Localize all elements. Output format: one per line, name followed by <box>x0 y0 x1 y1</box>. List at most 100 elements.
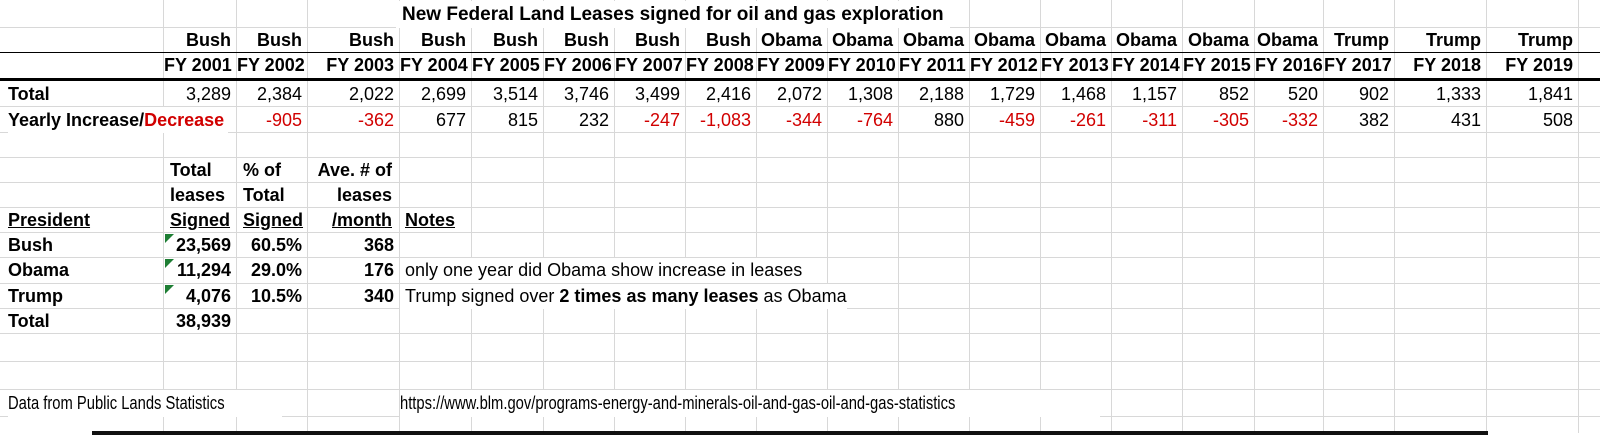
change-value-cell[interactable]: 880 <box>933 110 964 130</box>
president-header-cell[interactable]: Trump <box>1333 30 1389 50</box>
header-pct-line3[interactable]: Signed <box>243 210 304 230</box>
data-source-label[interactable]: Data from Public Lands Statistics <box>8 390 282 417</box>
total-value-cell[interactable]: 1,468 <box>1060 84 1106 104</box>
president-header-cell[interactable]: Bush <box>257 30 302 50</box>
change-value-cell[interactable]: -362 <box>357 110 394 130</box>
total-value-cell[interactable]: 2,416 <box>705 84 751 104</box>
header-pct-line1[interactable]: % of <box>243 160 281 180</box>
change-value-cell[interactable]: -305 <box>1212 110 1249 130</box>
president-header-cell[interactable]: Obama <box>902 30 964 50</box>
summary-pct-cell[interactable]: 10.5% <box>250 286 302 306</box>
change-value-cell[interactable]: -261 <box>1069 110 1106 130</box>
change-value-cell[interactable]: -905 <box>265 110 302 130</box>
total-value-cell[interactable]: 2,384 <box>256 84 302 104</box>
fy-label-cell[interactable]: FY 2007 <box>615 55 683 75</box>
change-value-cell[interactable]: -1,083 <box>699 110 751 130</box>
summary-president-cell[interactable]: Bush <box>8 235 53 255</box>
total-value-cell[interactable]: 3,514 <box>492 84 538 104</box>
summary-president-cell[interactable]: Obama <box>8 260 70 280</box>
fy-label-cell[interactable]: FY 2014 <box>1112 55 1180 75</box>
fy-label-cell[interactable]: FY 2015 <box>1183 55 1251 75</box>
row-label-total[interactable]: Total <box>8 84 50 104</box>
president-header-cell[interactable]: Obama <box>1187 30 1249 50</box>
summary-total-cell[interactable]: 23,569 <box>175 235 231 255</box>
summary-total-cell[interactable]: 11,294 <box>176 260 231 280</box>
fy-label-cell[interactable]: FY 2009 <box>757 55 825 75</box>
header-notes[interactable]: Notes <box>405 210 456 230</box>
president-header-cell[interactable]: Obama <box>1115 30 1177 50</box>
president-header-cell[interactable]: Obama <box>831 30 893 50</box>
summary-per-month-cell[interactable]: 340 <box>363 286 394 306</box>
header-avg-line2[interactable]: leases <box>336 185 392 205</box>
total-value-cell[interactable]: 1,841 <box>1527 84 1573 104</box>
header-total-leases-line3[interactable]: Signed <box>170 210 231 230</box>
total-value-cell[interactable]: 3,746 <box>563 84 609 104</box>
total-value-cell[interactable]: 3,499 <box>634 84 680 104</box>
fy-label-cell[interactable]: FY 2011 <box>899 55 966 75</box>
header-president[interactable]: President <box>8 210 91 230</box>
change-value-cell[interactable]: -247 <box>643 110 680 130</box>
president-header-cell[interactable]: Obama <box>1044 30 1106 50</box>
summary-note-cell[interactable]: only one year did Obama show increase in… <box>400 258 803 283</box>
header-avg-line3[interactable]: /month <box>332 210 392 230</box>
president-header-cell[interactable]: Trump <box>1425 30 1481 50</box>
president-header-cell[interactable]: Obama <box>1256 30 1318 50</box>
total-value-cell[interactable]: 2,188 <box>918 84 964 104</box>
total-value-cell[interactable]: 2,072 <box>776 84 822 104</box>
president-header-cell[interactable]: Bush <box>421 30 466 50</box>
total-value-cell[interactable]: 3,289 <box>185 84 231 104</box>
change-value-cell[interactable]: 508 <box>1542 110 1573 130</box>
summary-total-cell[interactable]: 4,076 <box>185 286 231 306</box>
header-total-leases-line2[interactable]: leases <box>170 185 226 205</box>
change-value-cell[interactable]: -459 <box>998 110 1035 130</box>
change-value-cell[interactable]: -311 <box>1142 110 1177 130</box>
summary-president-cell[interactable]: Total <box>8 311 50 331</box>
president-header-cell[interactable]: Obama <box>760 30 822 50</box>
total-value-cell[interactable]: 1,308 <box>847 84 893 104</box>
header-total-leases-line1[interactable]: Total <box>170 160 212 180</box>
fy-label-cell[interactable]: FY 2005 <box>472 55 540 75</box>
header-pct-line2[interactable]: Total <box>243 185 285 205</box>
change-value-cell[interactable]: -332 <box>1281 110 1318 130</box>
total-value-cell[interactable]: 1,729 <box>989 84 1035 104</box>
row-label-yearly-change[interactable]: Yearly Increase/Decrease <box>8 107 229 133</box>
summary-pct-cell[interactable]: 60.5% <box>250 235 302 255</box>
total-value-cell[interactable]: 1,157 <box>1131 84 1177 104</box>
fy-label-cell[interactable]: FY 2008 <box>686 55 754 75</box>
change-value-cell[interactable]: -764 <box>856 110 893 130</box>
change-value-cell[interactable]: 815 <box>507 110 538 130</box>
change-value-cell[interactable]: 677 <box>435 110 466 130</box>
fy-label-cell[interactable]: FY 2017 <box>1324 55 1392 75</box>
total-value-cell[interactable]: 2,699 <box>420 84 466 104</box>
president-header-cell[interactable]: Bush <box>349 30 394 50</box>
fy-label-cell[interactable]: FY 2012 <box>970 55 1038 75</box>
change-value-cell[interactable]: 382 <box>1358 110 1389 130</box>
president-header-cell[interactable]: Bush <box>186 30 231 50</box>
summary-total-cell[interactable]: 38,939 <box>175 311 231 331</box>
total-value-cell[interactable]: 2,022 <box>348 84 394 104</box>
fy-label-cell[interactable]: FY 2002 <box>237 55 305 75</box>
president-header-cell[interactable]: Bush <box>635 30 680 50</box>
total-value-cell[interactable]: 520 <box>1287 84 1318 104</box>
president-header-cell[interactable]: Trump <box>1517 30 1573 50</box>
fy-label-cell[interactable]: FY 2001 <box>164 55 232 75</box>
fy-label-cell[interactable]: FY 2019 <box>1505 55 1573 75</box>
summary-president-cell[interactable]: Trump <box>8 286 64 306</box>
summary-per-month-cell[interactable]: 176 <box>363 260 394 280</box>
fy-label-cell[interactable]: FY 2003 <box>326 55 394 75</box>
fy-label-cell[interactable]: FY 2010 <box>828 55 896 75</box>
total-value-cell[interactable]: 1,333 <box>1435 84 1481 104</box>
summary-per-month-cell[interactable]: 368 <box>363 235 394 255</box>
change-value-cell[interactable]: 232 <box>578 110 609 130</box>
fy-label-cell[interactable]: FY 2013 <box>1041 55 1109 75</box>
fy-label-cell[interactable]: FY 2016 <box>1255 55 1323 75</box>
change-value-cell[interactable]: 431 <box>1450 110 1481 130</box>
change-value-cell[interactable]: -344 <box>785 110 822 130</box>
total-value-cell[interactable]: 852 <box>1218 84 1249 104</box>
president-header-cell[interactable]: Bush <box>706 30 751 50</box>
header-avg-line1[interactable]: Ave. # of <box>317 160 392 180</box>
total-value-cell[interactable]: 902 <box>1358 84 1389 104</box>
president-header-cell[interactable]: Obama <box>973 30 1035 50</box>
fy-label-cell[interactable]: FY 2004 <box>400 55 468 75</box>
president-header-cell[interactable]: Bush <box>493 30 538 50</box>
